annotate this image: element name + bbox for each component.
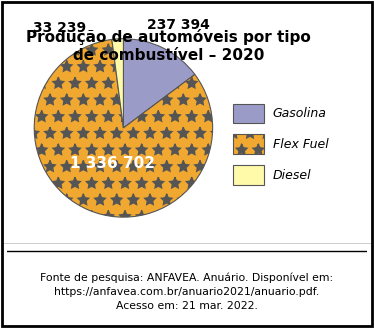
Text: Diesel: Diesel <box>273 169 311 182</box>
Text: 33 239: 33 239 <box>33 21 86 35</box>
Text: 1 336 702: 1 336 702 <box>70 156 155 171</box>
Text: Produção de automóveis por tipo
de combustível – 2020: Produção de automóveis por tipo de combu… <box>26 29 311 63</box>
Wedge shape <box>123 39 195 128</box>
Bar <box>233 104 264 123</box>
Bar <box>233 165 264 185</box>
Text: 237 394: 237 394 <box>147 18 210 32</box>
Text: Flex Fuel: Flex Fuel <box>273 138 328 151</box>
Wedge shape <box>112 39 123 128</box>
Text: Fonte de pesquisa: ANFAVEA. Anuário. Disponível em:
https://anfavea.com.br/anuar: Fonte de pesquisa: ANFAVEA. Anuário. Dis… <box>40 273 334 311</box>
Text: Gasolina: Gasolina <box>273 107 327 120</box>
Bar <box>233 134 264 154</box>
Wedge shape <box>34 39 213 217</box>
